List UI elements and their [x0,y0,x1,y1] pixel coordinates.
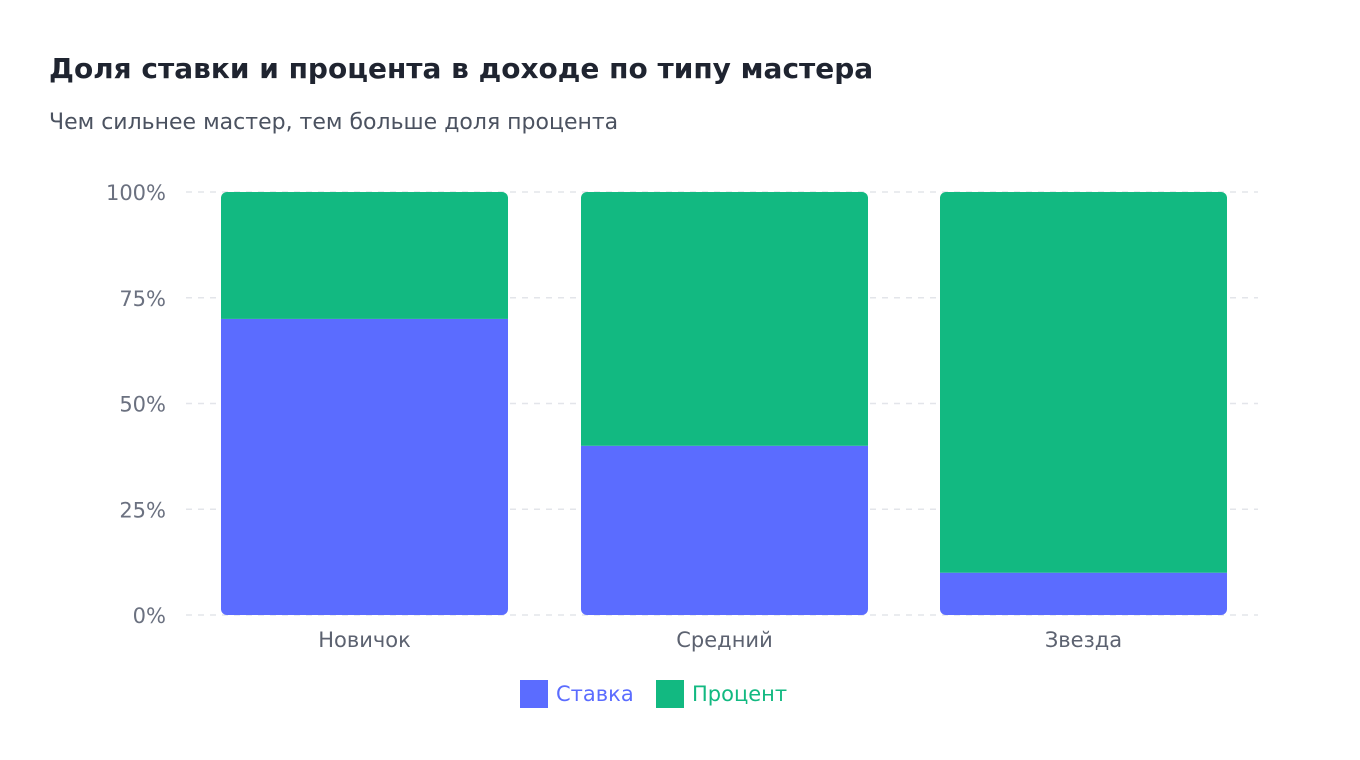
legend-label: Процент [692,682,787,706]
bar-segment [940,572,1227,615]
x-tick-label: Средний [676,628,772,652]
y-tick-label: 75% [119,287,166,311]
x-tick-label: Звезда [1045,628,1122,652]
bar-stack [221,192,508,615]
chart-subtitle: Чем сильнее мастер, тем больше доля проц… [49,110,619,135]
y-tick-label: 50% [119,393,166,417]
legend-swatch [656,680,684,708]
x-tick-label: Новичок [318,628,411,652]
legend-item: Процент [656,680,787,708]
bar-segment [581,192,868,446]
bar-stack [581,192,868,615]
legend-swatch [520,680,548,708]
y-tick-label: 25% [119,498,166,522]
chart-title: Доля ставки и процента в доходе по типу … [49,52,874,85]
x-axis: Новичок Средний Звезда [318,628,1122,652]
legend-item: Ставка [520,680,634,708]
bar-segment [581,445,868,615]
y-tick-label: 100% [106,181,166,205]
legend-label: Ставка [556,682,634,706]
legend: Ставка Процент [520,680,787,708]
y-axis: 0% 25% 50% 75% 100% [106,181,166,628]
y-tick-label: 0% [133,604,166,628]
bars [221,192,1227,615]
bar-segment [221,318,508,615]
bar-stack [940,192,1227,615]
bar-segment [940,192,1227,573]
bar-segment [221,192,508,319]
